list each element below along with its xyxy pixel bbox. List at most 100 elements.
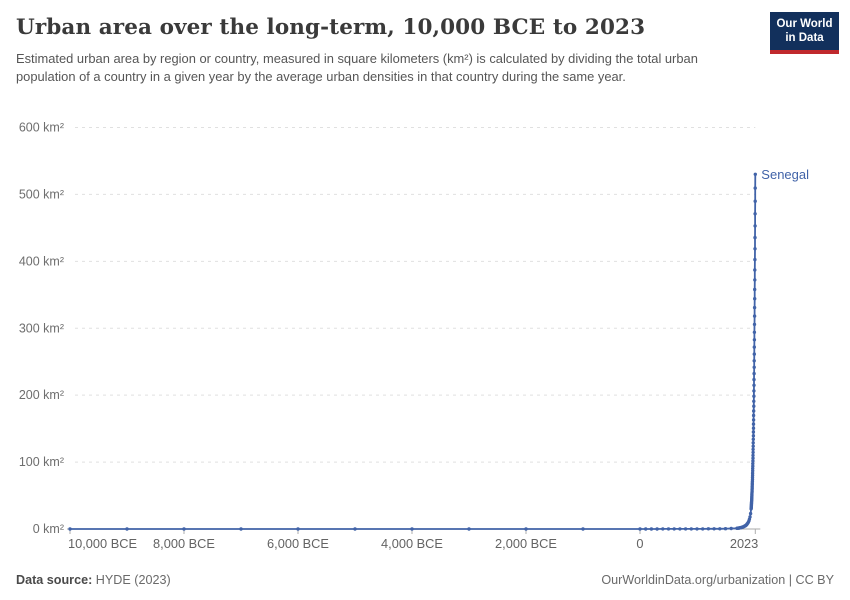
owid-logo-line2: in Data [785,32,824,45]
x-tick-label: 8,000 BCE [153,536,215,551]
data-point[interactable] [661,527,665,531]
owid-logo-line1: Our World [776,18,833,30]
data-source-value: HYDE (2023) [92,573,171,587]
data-point[interactable] [751,426,756,430]
chart-subtitle: Estimated urban area by region or countr… [16,51,698,85]
data-point[interactable] [752,404,756,408]
x-tick-label: 0 [636,536,643,551]
data-point[interactable] [723,527,728,531]
data-point[interactable] [751,464,755,468]
data-point[interactable] [752,338,757,342]
data-point[interactable] [753,172,757,176]
data-point[interactable] [752,365,756,369]
data-point[interactable] [353,527,357,531]
data-point[interactable] [706,527,711,531]
data-point[interactable] [655,527,659,531]
data-point[interactable] [649,527,654,531]
data-point[interactable] [751,459,755,463]
data-point[interactable] [752,305,757,310]
y-tick-label: 200 km² [19,388,64,402]
data-point[interactable] [683,527,688,531]
data-point[interactable] [753,257,757,262]
data-point[interactable] [638,527,642,531]
data-point[interactable] [752,389,756,393]
data-point[interactable] [666,527,671,531]
data-point[interactable] [644,527,648,531]
data-point[interactable] [753,186,757,190]
data-point[interactable] [753,224,757,228]
data-point[interactable] [752,371,756,376]
data-point[interactable] [68,527,72,531]
y-tick-label: 0 km² [33,522,64,536]
data-point[interactable] [701,527,705,531]
data-point[interactable] [751,422,756,426]
x-tick-label: 4,000 BCE [381,536,443,551]
data-point[interactable] [729,526,733,531]
data-point[interactable] [467,527,471,531]
data-point[interactable] [296,527,300,531]
data-source-note: Data source: HYDE (2023) [16,573,171,587]
data-point[interactable] [752,377,756,382]
series-line-senegal[interactable] [69,173,757,530]
data-point[interactable] [751,466,755,471]
data-point[interactable] [239,527,243,531]
credit-link[interactable]: OurWorldinData.org/urbanization | CC BY [601,573,834,587]
data-point[interactable] [751,430,756,434]
x-tick-label: 2,000 BCE [495,536,557,551]
data-point[interactable] [751,450,755,455]
data-point[interactable] [753,235,757,240]
y-tick-label: 400 km² [19,254,64,268]
data-point[interactable] [753,199,757,203]
y-tick-label: 600 km² [19,121,64,135]
data-point[interactable] [718,527,722,531]
data-point[interactable] [753,212,757,216]
x-tick-label: 10,000 BCE [68,536,137,551]
data-point[interactable] [751,441,755,445]
data-point[interactable] [752,330,757,334]
data-point[interactable] [182,527,186,531]
data-point[interactable] [752,409,756,413]
y-tick-label: 100 km² [19,455,64,469]
data-point[interactable] [689,527,693,531]
data-point[interactable] [753,268,757,272]
data-point[interactable] [748,511,753,516]
data-point[interactable] [695,527,699,531]
data-point[interactable] [672,527,676,531]
y-tick-label: 500 km² [19,187,64,201]
chart-title: Urban area over the long-term, 10,000 BC… [16,15,646,40]
x-tick-label: 6,000 BCE [267,536,329,551]
data-point[interactable] [753,297,757,301]
data-point[interactable] [524,527,528,531]
data-point[interactable] [753,278,757,282]
data-point[interactable] [751,418,756,422]
data-point[interactable] [751,434,756,438]
data-source-label: Data source: [16,573,93,587]
data-point[interactable] [752,314,757,318]
data-point[interactable] [752,322,757,327]
data-point[interactable] [678,527,682,531]
data-point[interactable] [751,444,755,448]
data-point[interactable] [751,413,756,418]
owid-logo[interactable]: Our World in Data [770,12,839,54]
data-point[interactable] [751,456,755,460]
data-point[interactable] [752,352,756,356]
data-point[interactable] [752,383,756,387]
data-point[interactable] [752,345,756,349]
data-point[interactable] [751,461,755,466]
data-point[interactable] [752,359,756,363]
data-point[interactable] [751,437,755,441]
data-point[interactable] [753,247,757,251]
data-point[interactable] [410,527,414,531]
data-point[interactable] [748,515,752,519]
data-point[interactable] [125,527,129,531]
data-point[interactable] [751,453,755,458]
data-point[interactable] [751,447,755,452]
series-label-senegal[interactable]: Senegal [761,167,809,182]
data-point[interactable] [753,287,757,292]
data-point[interactable] [752,394,756,398]
data-point[interactable] [581,527,585,531]
data-point[interactable] [752,399,756,403]
data-point[interactable] [712,527,716,531]
